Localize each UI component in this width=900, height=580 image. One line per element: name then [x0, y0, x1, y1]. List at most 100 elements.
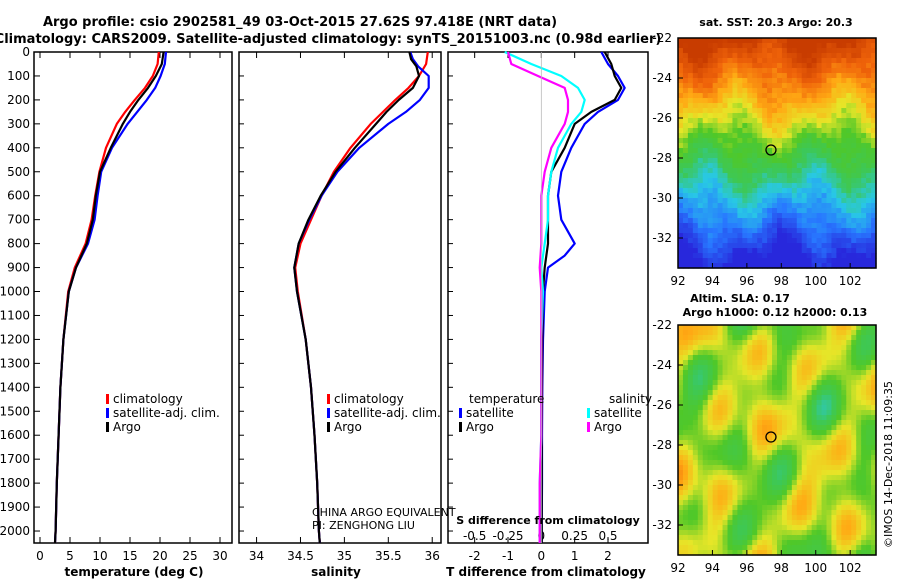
map-cell: [816, 455, 823, 461]
map-cell: [767, 233, 773, 239]
map-cell: [856, 48, 862, 54]
map-cell: [861, 465, 867, 471]
map-cell: [811, 435, 818, 441]
map-cell: [826, 400, 833, 406]
map-cell: [806, 73, 813, 79]
map-cell: [692, 445, 699, 451]
map-cell: [712, 495, 719, 501]
map-cell: [692, 203, 699, 209]
map-cell: [856, 118, 862, 124]
map-cell: [678, 340, 684, 346]
map-cell: [687, 113, 694, 119]
map-cell: [816, 465, 823, 471]
map-cell: [727, 153, 734, 159]
t-difference-xlabel: T difference from climatology: [446, 565, 646, 579]
map-cell: [816, 365, 823, 371]
map-cell: [781, 248, 788, 254]
sla-map-subtitle: Argo h1000: 0.12 h2000: 0.13: [683, 306, 868, 319]
map-cell: [707, 440, 714, 446]
map-cell: [781, 43, 788, 49]
map-cell: [861, 178, 867, 184]
map-cell: [806, 188, 813, 194]
map-cell: [717, 208, 724, 214]
map-cell: [791, 335, 798, 341]
map-cell: [841, 233, 847, 239]
map-cell: [791, 233, 798, 239]
diff-t-legend-label: Argo: [466, 420, 494, 434]
map-cell: [772, 123, 778, 129]
map-cell: [866, 198, 872, 204]
map-cell: [697, 410, 704, 416]
map-cell: [871, 123, 877, 129]
map-cell: [781, 530, 788, 536]
map-cell: [866, 258, 872, 264]
map-cell: [762, 143, 768, 149]
map-cell: [806, 253, 813, 259]
map-cell: [737, 143, 743, 149]
map-cell: [856, 113, 862, 119]
map-cell: [826, 133, 833, 139]
map-cell: [757, 420, 763, 426]
map-cell: [722, 480, 729, 486]
map-cell: [682, 113, 689, 119]
map-cell: [777, 58, 783, 64]
map-cell: [871, 108, 877, 114]
map-cell: [717, 355, 724, 361]
map-cell: [816, 163, 823, 169]
map-cell: [727, 148, 734, 154]
map-cell: [678, 490, 684, 496]
map-cell: [722, 530, 729, 536]
map-cell: [757, 535, 763, 541]
map-cell: [757, 350, 763, 356]
map-cell: [821, 510, 828, 516]
map-cell: [722, 263, 729, 269]
map-cell: [811, 515, 818, 521]
map-cell: [841, 550, 847, 556]
map-cell: [687, 475, 694, 481]
map-cell: [836, 148, 842, 154]
map-cell: [717, 123, 724, 129]
map-cell: [678, 178, 684, 184]
map-cell: [846, 410, 852, 416]
map-cell: [717, 385, 724, 391]
map-cell: [742, 188, 748, 194]
map-cell: [727, 370, 734, 376]
map-cell: [801, 475, 808, 481]
map-cell: [678, 410, 684, 416]
map-cell: [866, 108, 872, 114]
depth-tick-label: 600: [7, 189, 30, 203]
map-cell: [781, 63, 788, 69]
map-cell: [861, 78, 867, 84]
map-cell: [861, 415, 867, 421]
map-cell: [727, 340, 734, 346]
diff-s-tick-label: 0.5: [598, 529, 617, 543]
map-cell: [747, 360, 753, 366]
map-cell: [806, 340, 813, 346]
map-cell: [742, 98, 748, 104]
map-cell: [732, 450, 738, 456]
map-cell: [712, 500, 719, 506]
map-cell: [861, 263, 867, 269]
map-cell: [796, 193, 803, 199]
map-cell: [687, 203, 694, 209]
map-cell: [871, 248, 877, 254]
map-cell: [722, 223, 729, 229]
map-cell: [786, 390, 793, 396]
map-cell: [772, 535, 778, 541]
map-cell: [816, 435, 823, 441]
map-cell: [871, 525, 877, 531]
map-cell: [682, 435, 689, 441]
map-cell: [866, 153, 872, 159]
map-cell: [707, 505, 714, 511]
map-cell: [712, 83, 719, 89]
map-cell: [772, 78, 778, 84]
map-cell: [826, 380, 833, 386]
map-cell: [806, 370, 813, 376]
map-cell: [801, 455, 808, 461]
map-cell: [687, 123, 694, 129]
map-cell: [777, 123, 783, 129]
map-cell: [781, 440, 788, 446]
map-cell: [871, 425, 877, 431]
map-cell: [727, 243, 734, 249]
map-cell: [866, 430, 872, 436]
